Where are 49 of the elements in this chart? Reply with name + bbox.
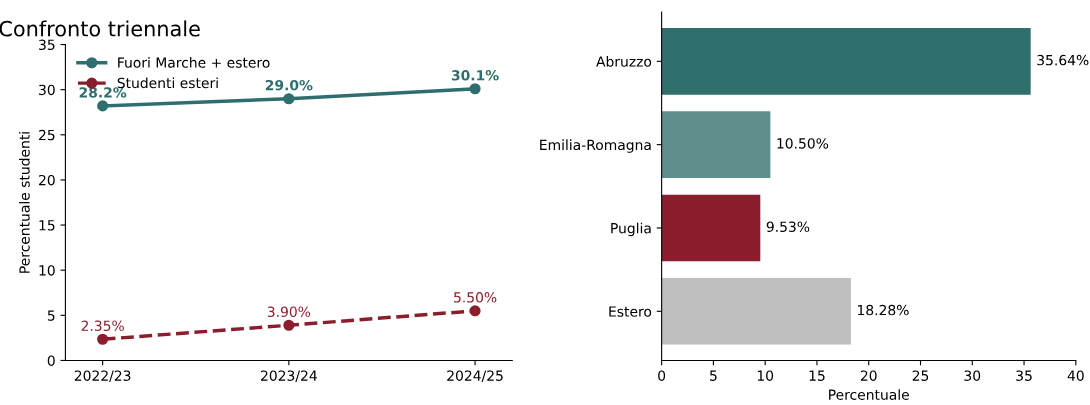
y-tick-label: 35 [39, 39, 55, 51]
bar [661, 27, 1031, 95]
data-label: 18.28% [858, 304, 909, 316]
data-label: 9.53% [766, 221, 810, 232]
x-tick-label: 35 [1016, 370, 1032, 381]
point [283, 93, 295, 105]
data-label: 35.64% [1037, 54, 1089, 66]
legend-label: Studenti esteri [117, 77, 218, 89]
x-tick-label: 25 [912, 370, 929, 381]
point [469, 305, 481, 317]
chart-title: Confronto triennale [0, 20, 200, 37]
y-tick-label: 0 [47, 355, 55, 366]
data-label: 3.90% [267, 306, 311, 317]
x-tick-label: 10 [757, 370, 774, 381]
point [97, 333, 109, 345]
point [97, 100, 109, 112]
x-tick-label: 15 [809, 370, 825, 381]
x-tick-label: 20 [860, 370, 877, 381]
x-tick-label: 30 [964, 370, 981, 381]
y-tick-label: Estero [609, 306, 652, 317]
y-tick-label: Puglia [611, 222, 651, 237]
y-tick-label: 10 [39, 265, 55, 276]
x-tick-label: 40 [1067, 370, 1084, 381]
point [283, 319, 295, 331]
legend-label: Fuori Marche + estero [118, 57, 270, 68]
point [469, 83, 481, 95]
x-tick-label: 2024/25 [447, 370, 503, 383]
x-tick-label: 2023/24 [261, 370, 317, 383]
y-tick-label: 20 [39, 174, 55, 186]
y-tick-label: 25 [39, 129, 55, 141]
data-label: 30.1% [451, 70, 499, 81]
x-tick-label: 2022/23 [74, 370, 131, 383]
y-axis-title: Percentuale studenti [19, 132, 30, 273]
x-tick-label: 5 [710, 370, 717, 381]
y-tick-label: 5 [47, 310, 55, 321]
bar [661, 277, 851, 345]
data-label: 5.50% [454, 292, 497, 303]
x-axis-title: Percentuale [829, 389, 909, 400]
bar [661, 194, 761, 262]
data-label: 10.50% [777, 138, 829, 149]
data-label: 29.0% [265, 79, 313, 91]
x-tick-label: 0 [658, 370, 666, 381]
y-tick-label: Abruzzo [596, 56, 652, 67]
y-tick-label: Emilia-Romagna [540, 139, 651, 153]
data-label: 28.2% [79, 87, 127, 98]
y-tick-label: 15 [39, 220, 55, 231]
bar [661, 111, 771, 178]
data-label: 2.35% [81, 320, 124, 331]
y-tick-label: 30 [39, 84, 55, 96]
